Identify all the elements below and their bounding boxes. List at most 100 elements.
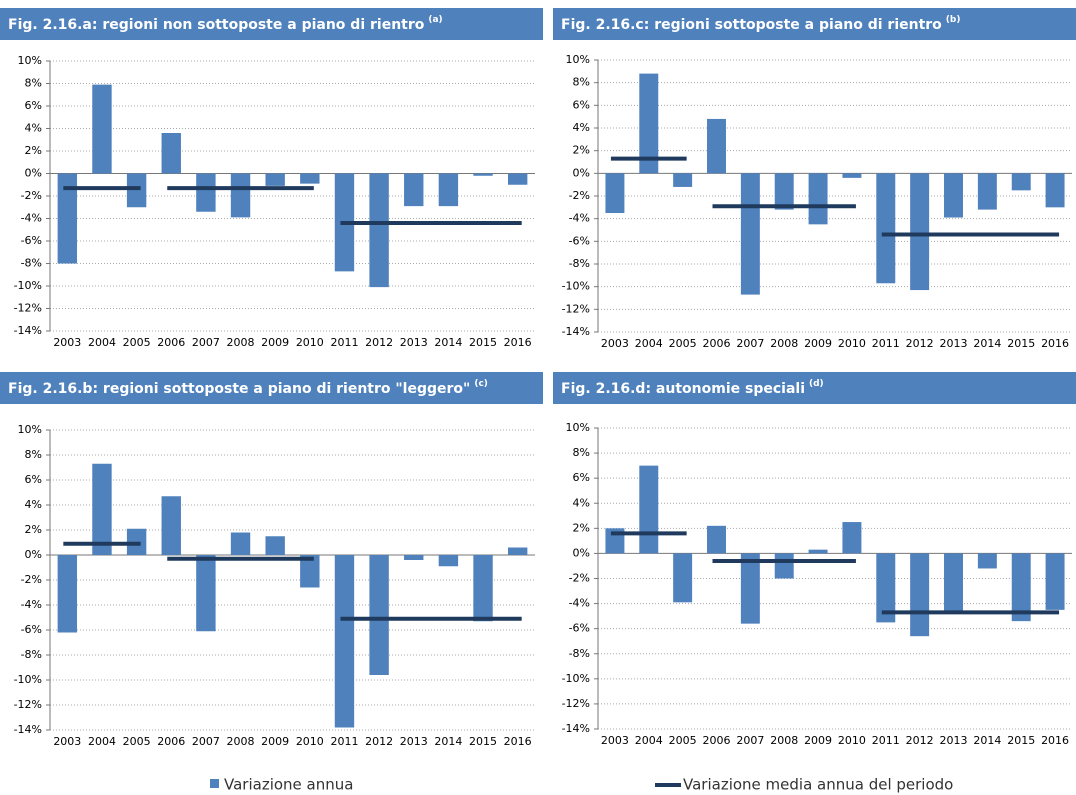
title-bar (0, 8, 543, 40)
bar (161, 496, 181, 555)
bar (1011, 173, 1031, 191)
y-tick-label: -8% (569, 257, 590, 270)
bar (473, 173, 493, 176)
x-tick-label: 2009 (804, 734, 832, 747)
x-tick-label: 2015 (1007, 337, 1035, 350)
x-tick-label: 2010 (838, 734, 866, 747)
y-tick-label: 2% (573, 144, 590, 157)
bar (1045, 173, 1065, 208)
chart-title-text: Fig. 2.16.a: regioni non sottoposte a pi… (8, 17, 425, 33)
bar (1045, 553, 1065, 610)
y-tick-label: -12% (562, 302, 590, 315)
y-tick-label: -2% (569, 189, 590, 202)
y-tick-label: 8% (573, 446, 590, 459)
chart-title-text: Fig. 2.16.c: regioni sottoposte a piano … (561, 17, 942, 33)
bar (92, 463, 112, 555)
bar (473, 555, 493, 622)
x-tick-label: 2010 (838, 337, 866, 350)
y-tick-label: 10% (18, 54, 42, 67)
bar (977, 553, 997, 569)
chart-title: Fig. 2.16.d: autonomie speciali (d) (561, 379, 824, 398)
title-bar (553, 372, 1076, 404)
x-tick-label: 2014 (434, 735, 462, 748)
chart-title: Fig. 2.16.c: regioni sottoposte a piano … (561, 15, 960, 34)
y-tick-label: -2% (21, 573, 42, 586)
x-tick-label: 2015 (469, 735, 497, 748)
bar (842, 522, 862, 554)
x-tick-label: 2008 (770, 337, 798, 350)
x-tick-label: 2004 (88, 735, 116, 748)
x-tick-label: 2014 (973, 734, 1001, 747)
y-tick-label: -10% (14, 673, 42, 686)
legend-swatch (210, 779, 219, 788)
bar (92, 84, 112, 174)
bar (944, 173, 963, 218)
bar (774, 173, 794, 210)
y-tick-label: 2% (25, 523, 42, 536)
bar (404, 173, 424, 207)
x-tick-label: 2012 (365, 735, 393, 748)
x-tick-label: 2015 (1007, 734, 1035, 747)
x-tick-label: 2005 (669, 337, 697, 350)
y-tick-label: 2% (25, 144, 42, 157)
x-tick-label: 2006 (157, 336, 185, 349)
x-tick-label: 2007 (192, 735, 220, 748)
bar (977, 173, 997, 210)
bar (707, 118, 726, 174)
legend-label: Variazione annua (224, 776, 353, 794)
y-tick-label: -12% (14, 698, 42, 711)
bar (808, 549, 828, 554)
bar (740, 173, 760, 295)
x-tick-label: 2009 (261, 336, 289, 349)
chart-title-text: Fig. 2.16.b: regioni sottoposte a piano … (8, 381, 470, 397)
y-tick-label: 0% (573, 166, 590, 179)
chart-title: Fig. 2.16.b: regioni sottoposte a piano … (8, 379, 488, 398)
bar (910, 553, 930, 637)
x-tick-label: 2008 (227, 336, 255, 349)
y-tick-label: -12% (562, 697, 590, 710)
y-tick-label: 8% (25, 77, 42, 90)
bar (507, 173, 528, 185)
bar (910, 173, 930, 291)
x-tick-label: 2013 (940, 337, 968, 350)
bar (438, 173, 459, 207)
y-tick-label: -14% (562, 325, 590, 338)
x-tick-label: 2016 (504, 735, 532, 748)
y-tick-label: -12% (14, 302, 42, 315)
y-tick-label: 6% (25, 99, 42, 112)
x-tick-label: 2006 (157, 735, 185, 748)
bar (230, 532, 251, 555)
bar (707, 525, 726, 554)
bar (507, 547, 528, 555)
bar (300, 173, 320, 184)
x-tick-label: 2010 (296, 336, 324, 349)
x-tick-label: 2005 (123, 336, 151, 349)
x-tick-label: 2015 (469, 336, 497, 349)
y-tick-label: 4% (573, 121, 590, 134)
y-tick-label: 0% (25, 167, 42, 180)
bar (944, 553, 963, 612)
bar (876, 553, 896, 623)
bar (196, 173, 216, 212)
y-tick-label: -6% (21, 234, 42, 247)
bar (369, 555, 389, 675)
y-tick-label: -14% (14, 324, 42, 337)
bar (161, 133, 181, 174)
x-tick-label: 2007 (736, 337, 764, 350)
x-tick-label: 2003 (53, 735, 81, 748)
x-tick-label: 2008 (770, 734, 798, 747)
x-tick-label: 2005 (669, 734, 697, 747)
y-tick-label: -4% (21, 212, 42, 225)
y-tick-label: 4% (25, 498, 42, 511)
x-tick-label: 2012 (365, 336, 393, 349)
y-tick-label: -10% (562, 672, 590, 685)
bar (369, 173, 389, 288)
x-tick-label: 2012 (906, 337, 934, 350)
y-tick-label: 6% (573, 471, 590, 484)
y-tick-label: -4% (569, 597, 590, 610)
bar (740, 553, 760, 624)
x-tick-label: 2004 (635, 734, 663, 747)
y-tick-label: -4% (21, 598, 42, 611)
x-tick-label: 2011 (330, 336, 358, 349)
y-tick-label: -2% (569, 572, 590, 585)
